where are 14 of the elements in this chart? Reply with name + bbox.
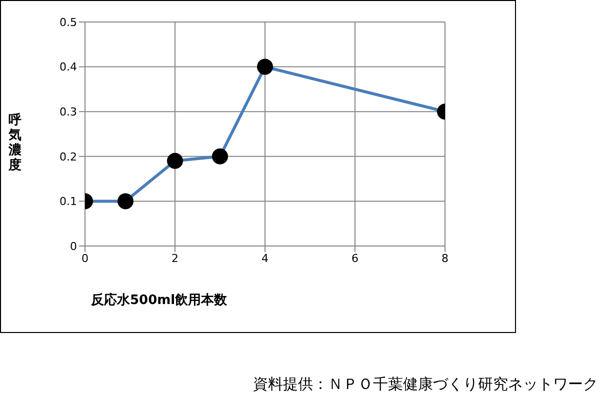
y-tick-label: 0.4 <box>60 60 77 74</box>
y-tick-label: 0.5 <box>60 16 77 29</box>
x-tick-label: 8 <box>442 252 448 265</box>
y-tick-label: 0.3 <box>60 106 77 119</box>
text: 資料提供：ＮＰＯ千葉健康づくり研究ネットワーク <box>253 375 598 394</box>
y-tick-label: 0.2 <box>60 150 77 164</box>
y-tick-label: 0.1 <box>60 195 77 208</box>
x-axis-title: 反応水500ml飲用本数 <box>91 292 228 309</box>
y-tick-label: 0 <box>70 240 77 253</box>
x-tick-label: 6 <box>352 252 358 265</box>
x-tick-label: 2 <box>172 252 178 265</box>
y-axis-title: 呼気濃度 <box>8 113 22 173</box>
x-tick-label: 4 <box>262 252 268 265</box>
x-tick-label: 0 <box>82 252 88 265</box>
